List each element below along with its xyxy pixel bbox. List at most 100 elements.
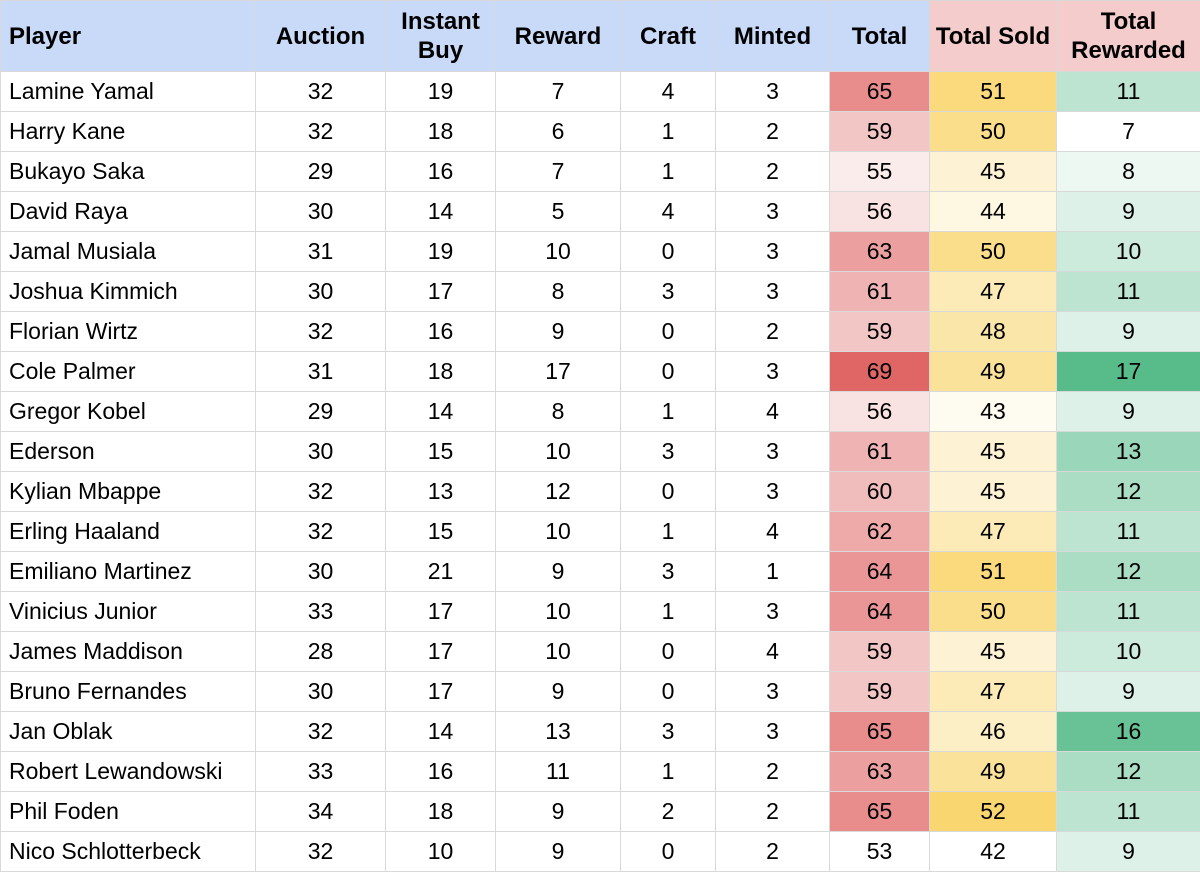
cell-instant-buy[interactable]: 14 — [385, 391, 496, 432]
cell-craft[interactable]: 1 — [620, 751, 716, 792]
cell-minted[interactable]: 3 — [715, 191, 830, 232]
cell-craft[interactable]: 1 — [620, 151, 716, 192]
cell-craft[interactable]: 2 — [620, 791, 716, 832]
cell-instant-buy[interactable]: 15 — [385, 511, 496, 552]
cell-reward[interactable]: 12 — [495, 471, 621, 512]
cell-total-sold[interactable]: 51 — [929, 551, 1057, 592]
cell-reward[interactable]: 10 — [495, 631, 621, 672]
cell-total[interactable]: 59 — [829, 671, 930, 712]
cell-reward[interactable]: 11 — [495, 751, 621, 792]
cell-auction[interactable]: 29 — [255, 151, 386, 192]
cell-total[interactable]: 55 — [829, 151, 930, 192]
cell-total-sold[interactable]: 45 — [929, 151, 1057, 192]
cell-craft[interactable]: 1 — [620, 591, 716, 632]
cell-minted[interactable]: 2 — [715, 831, 830, 872]
cell-total-rewarded[interactable]: 7 — [1056, 111, 1200, 152]
cell-total[interactable]: 61 — [829, 431, 930, 472]
cell-player[interactable]: James Maddison — [0, 631, 256, 672]
cell-instant-buy[interactable]: 10 — [385, 831, 496, 872]
cell-instant-buy[interactable]: 17 — [385, 271, 496, 312]
cell-player[interactable]: Jamal Musiala — [0, 231, 256, 272]
cell-instant-buy[interactable]: 15 — [385, 431, 496, 472]
cell-craft[interactable]: 4 — [620, 191, 716, 232]
cell-minted[interactable]: 3 — [715, 231, 830, 272]
cell-instant-buy[interactable]: 18 — [385, 351, 496, 392]
cell-total[interactable]: 59 — [829, 111, 930, 152]
cell-craft[interactable]: 3 — [620, 431, 716, 472]
cell-minted[interactable]: 3 — [715, 351, 830, 392]
cell-total-rewarded[interactable]: 10 — [1056, 231, 1200, 272]
cell-auction[interactable]: 32 — [255, 711, 386, 752]
cell-player[interactable]: David Raya — [0, 191, 256, 232]
cell-player[interactable]: Gregor Kobel — [0, 391, 256, 432]
header-total[interactable]: Total — [829, 0, 930, 72]
header-craft[interactable]: Craft — [620, 0, 716, 72]
cell-craft[interactable]: 0 — [620, 831, 716, 872]
cell-player[interactable]: Ederson — [0, 431, 256, 472]
cell-auction[interactable]: 32 — [255, 511, 386, 552]
cell-craft[interactable]: 0 — [620, 631, 716, 672]
cell-player[interactable]: Florian Wirtz — [0, 311, 256, 352]
cell-total[interactable]: 61 — [829, 271, 930, 312]
cell-total-rewarded[interactable]: 12 — [1056, 471, 1200, 512]
cell-instant-buy[interactable]: 21 — [385, 551, 496, 592]
cell-auction[interactable]: 33 — [255, 591, 386, 632]
header-total-rewarded[interactable]: Total Rewarded — [1056, 0, 1200, 72]
cell-total-rewarded[interactable]: 11 — [1056, 271, 1200, 312]
cell-minted[interactable]: 4 — [715, 511, 830, 552]
cell-auction[interactable]: 30 — [255, 671, 386, 712]
cell-minted[interactable]: 1 — [715, 551, 830, 592]
cell-player[interactable]: Emiliano Martinez — [0, 551, 256, 592]
cell-total-rewarded[interactable]: 12 — [1056, 751, 1200, 792]
cell-total-sold[interactable]: 47 — [929, 511, 1057, 552]
cell-instant-buy[interactable]: 13 — [385, 471, 496, 512]
cell-auction[interactable]: 30 — [255, 431, 386, 472]
cell-total-sold[interactable]: 45 — [929, 471, 1057, 512]
cell-reward[interactable]: 8 — [495, 391, 621, 432]
cell-total-sold[interactable]: 42 — [929, 831, 1057, 872]
cell-minted[interactable]: 3 — [715, 591, 830, 632]
cell-total-rewarded[interactable]: 9 — [1056, 391, 1200, 432]
cell-total[interactable]: 62 — [829, 511, 930, 552]
cell-reward[interactable]: 10 — [495, 511, 621, 552]
cell-total[interactable]: 63 — [829, 231, 930, 272]
cell-craft[interactable]: 0 — [620, 231, 716, 272]
cell-total-sold[interactable]: 48 — [929, 311, 1057, 352]
cell-auction[interactable]: 28 — [255, 631, 386, 672]
cell-craft[interactable]: 0 — [620, 351, 716, 392]
cell-minted[interactable]: 4 — [715, 631, 830, 672]
cell-total-sold[interactable]: 45 — [929, 431, 1057, 472]
header-player[interactable]: Player — [0, 0, 256, 72]
cell-instant-buy[interactable]: 18 — [385, 791, 496, 832]
cell-player[interactable]: Nico Schlotterbeck — [0, 831, 256, 872]
cell-instant-buy[interactable]: 16 — [385, 311, 496, 352]
cell-total[interactable]: 56 — [829, 191, 930, 232]
cell-total-rewarded[interactable]: 17 — [1056, 351, 1200, 392]
cell-total[interactable]: 56 — [829, 391, 930, 432]
cell-total-rewarded[interactable]: 11 — [1056, 511, 1200, 552]
cell-total-rewarded[interactable]: 16 — [1056, 711, 1200, 752]
cell-reward[interactable]: 7 — [495, 71, 621, 112]
cell-instant-buy[interactable]: 18 — [385, 111, 496, 152]
cell-auction[interactable]: 31 — [255, 231, 386, 272]
cell-total[interactable]: 69 — [829, 351, 930, 392]
cell-minted[interactable]: 4 — [715, 391, 830, 432]
cell-reward[interactable]: 10 — [495, 231, 621, 272]
cell-total[interactable]: 65 — [829, 711, 930, 752]
cell-total-sold[interactable]: 44 — [929, 191, 1057, 232]
cell-minted[interactable]: 3 — [715, 71, 830, 112]
cell-instant-buy[interactable]: 17 — [385, 671, 496, 712]
cell-total-rewarded[interactable]: 11 — [1056, 591, 1200, 632]
cell-reward[interactable]: 5 — [495, 191, 621, 232]
cell-total-sold[interactable]: 50 — [929, 231, 1057, 272]
cell-player[interactable]: Cole Palmer — [0, 351, 256, 392]
cell-craft[interactable]: 0 — [620, 671, 716, 712]
cell-total[interactable]: 65 — [829, 71, 930, 112]
cell-minted[interactable]: 3 — [715, 431, 830, 472]
cell-reward[interactable]: 9 — [495, 671, 621, 712]
cell-minted[interactable]: 2 — [715, 311, 830, 352]
cell-player[interactable]: Robert Lewandowski — [0, 751, 256, 792]
cell-reward[interactable]: 7 — [495, 151, 621, 192]
cell-total-sold[interactable]: 51 — [929, 71, 1057, 112]
cell-player[interactable]: Lamine Yamal — [0, 71, 256, 112]
